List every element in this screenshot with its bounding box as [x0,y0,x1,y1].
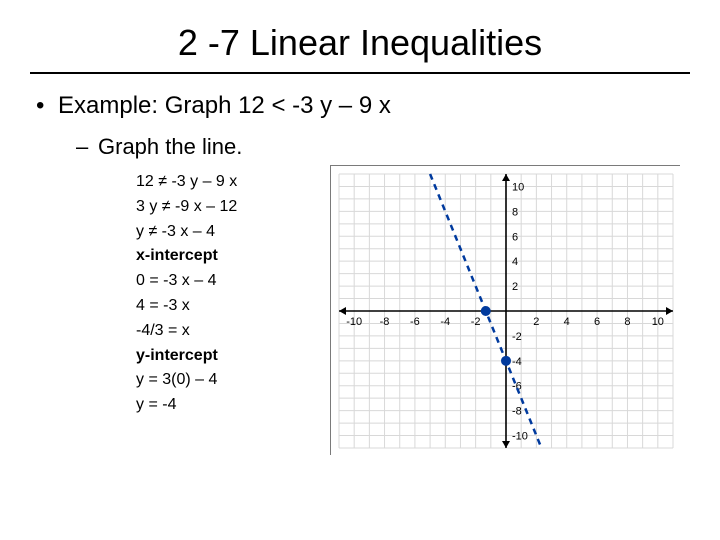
svg-text:8: 8 [624,316,630,328]
svg-text:-2: -2 [471,316,481,328]
svg-text:10: 10 [512,181,524,193]
graph-svg: -10-8-6-4-2246810-10-8-6-4-2246810 [331,166,681,456]
svg-text:2: 2 [512,281,518,293]
main-bullet: Example: Graph 12 < -3 y – 9 x [36,92,720,120]
page-title: 2 -7 Linear Inequalities [30,0,690,74]
svg-text:4: 4 [512,256,518,268]
svg-text:6: 6 [512,231,518,243]
sub-bullet: Graph the line. [36,134,720,160]
svg-text:6: 6 [594,316,600,328]
svg-text:-8: -8 [512,406,522,418]
svg-text:4: 4 [564,316,570,328]
svg-text:2: 2 [533,316,539,328]
svg-text:-10: -10 [512,431,528,443]
svg-text:-8: -8 [380,316,390,328]
svg-text:-4: -4 [440,316,450,328]
svg-text:-4: -4 [512,356,522,368]
svg-text:10: 10 [652,316,664,328]
svg-text:8: 8 [512,206,518,218]
svg-text:-6: -6 [410,316,420,328]
svg-text:-10: -10 [346,316,362,328]
svg-text:-2: -2 [512,331,522,343]
coordinate-graph: -10-8-6-4-2246810-10-8-6-4-2246810 [330,165,680,455]
